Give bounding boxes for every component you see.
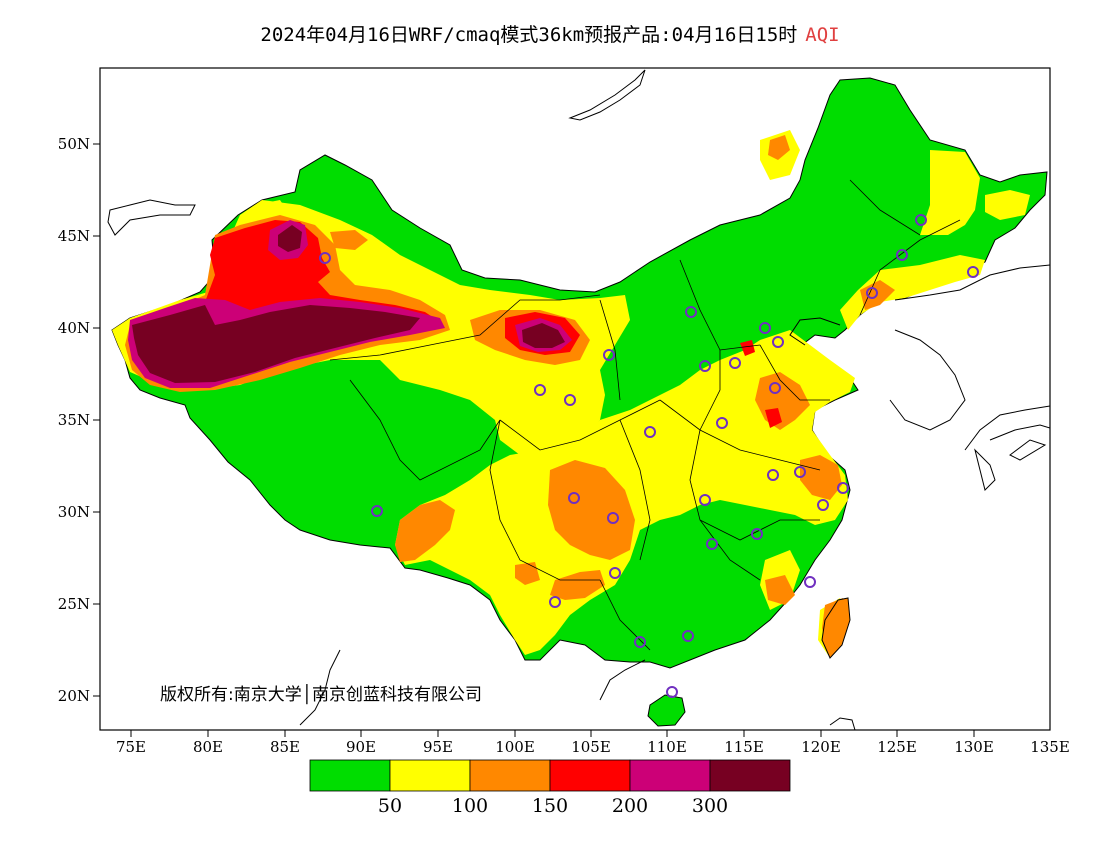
station-marker xyxy=(759,322,771,334)
legend-swatch-light xyxy=(469,759,551,792)
legend-swatch-good xyxy=(309,759,391,792)
station-marker xyxy=(609,567,621,579)
station-marker xyxy=(682,630,694,642)
lat-tick-label: 50N xyxy=(58,135,90,153)
lon-tick-label: 85E xyxy=(270,738,300,756)
lat-tick-label: 20N xyxy=(58,687,90,705)
legend-label: 150 xyxy=(532,795,568,817)
lon-tick-label: 80E xyxy=(193,738,223,756)
title-product: AQI xyxy=(805,24,840,46)
station-marker xyxy=(804,576,816,588)
station-marker xyxy=(644,426,656,438)
station-marker xyxy=(685,306,697,318)
station-marker xyxy=(371,505,383,517)
station-marker xyxy=(603,349,615,361)
lon-tick-label: 115E xyxy=(724,738,764,756)
lon-tick-label: 130E xyxy=(954,738,994,756)
station-marker xyxy=(666,686,678,698)
taiwan-island xyxy=(821,597,851,659)
station-marker xyxy=(534,384,546,396)
lon-tick-label: 75E xyxy=(116,738,146,756)
lat-tick-label: 30N xyxy=(58,503,90,521)
map-title: 2024年04月16日WRF/cmaq模式36km预报产品:04月16日15时 A… xyxy=(0,20,1100,47)
latitude-ticks: 50N 45N 40N 35N 30N 25N 20N xyxy=(58,135,100,705)
lat-tick-label: 40N xyxy=(58,319,90,337)
aqi-legend: 50 100 150 200 300 xyxy=(309,759,791,817)
station-marker xyxy=(866,287,878,299)
station-marker xyxy=(767,469,779,481)
station-marker xyxy=(549,596,561,608)
legend-label: 200 xyxy=(612,795,648,817)
lon-tick-label: 135E xyxy=(1030,738,1070,756)
legend-label: 300 xyxy=(692,795,728,817)
lon-tick-label: 125E xyxy=(877,738,917,756)
station-marker xyxy=(915,214,927,226)
station-marker xyxy=(564,394,576,406)
map-frame xyxy=(99,67,1051,731)
lat-tick-label: 25N xyxy=(58,595,90,613)
lat-tick-label: 35N xyxy=(58,411,90,429)
station-marker xyxy=(794,466,806,478)
legend-label: 50 xyxy=(378,795,402,817)
station-marker xyxy=(634,636,646,648)
longitude-ticks: 75E 80E 85E 90E 95E 100E 105E 110E 115E … xyxy=(116,730,1070,756)
station-marker xyxy=(706,538,718,550)
station-marker xyxy=(896,249,908,261)
province-boundaries xyxy=(329,179,961,651)
neighbouring-coastlines xyxy=(107,69,1050,730)
legend-swatch-moderate xyxy=(389,759,471,792)
station-marker xyxy=(716,417,728,429)
city-station-markers xyxy=(319,214,979,698)
legend-swatch-severe xyxy=(709,759,791,792)
lat-tick-label: 45N xyxy=(58,227,90,245)
station-marker xyxy=(699,494,711,506)
station-marker xyxy=(607,512,619,524)
station-marker xyxy=(568,492,580,504)
map-layers xyxy=(107,69,1050,730)
lon-tick-label: 90E xyxy=(346,738,376,756)
lon-tick-label: 110E xyxy=(647,738,687,756)
station-marker xyxy=(729,357,741,369)
lon-tick-label: 120E xyxy=(801,738,841,756)
lon-tick-label: 105E xyxy=(571,738,611,756)
station-marker xyxy=(769,382,781,394)
station-marker xyxy=(817,499,829,511)
legend-label: 100 xyxy=(452,795,488,817)
aqi-maroon-areas xyxy=(132,225,565,383)
station-marker xyxy=(772,336,784,348)
lon-tick-label: 100E xyxy=(495,738,535,756)
station-marker xyxy=(751,528,763,540)
station-marker xyxy=(967,266,979,278)
station-marker xyxy=(699,360,711,372)
legend-swatch-heavy xyxy=(629,759,711,792)
title-main: 2024年04月16日WRF/cmaq模式36km预报产品:04月16日15时 xyxy=(260,24,798,46)
lon-tick-label: 95E xyxy=(423,738,453,756)
legend-swatch-medium xyxy=(549,759,631,792)
station-marker xyxy=(319,252,331,264)
station-marker xyxy=(837,482,849,494)
copyright-notice: 版权所有:南京大学│南京创蓝科技有限公司 xyxy=(160,685,482,705)
